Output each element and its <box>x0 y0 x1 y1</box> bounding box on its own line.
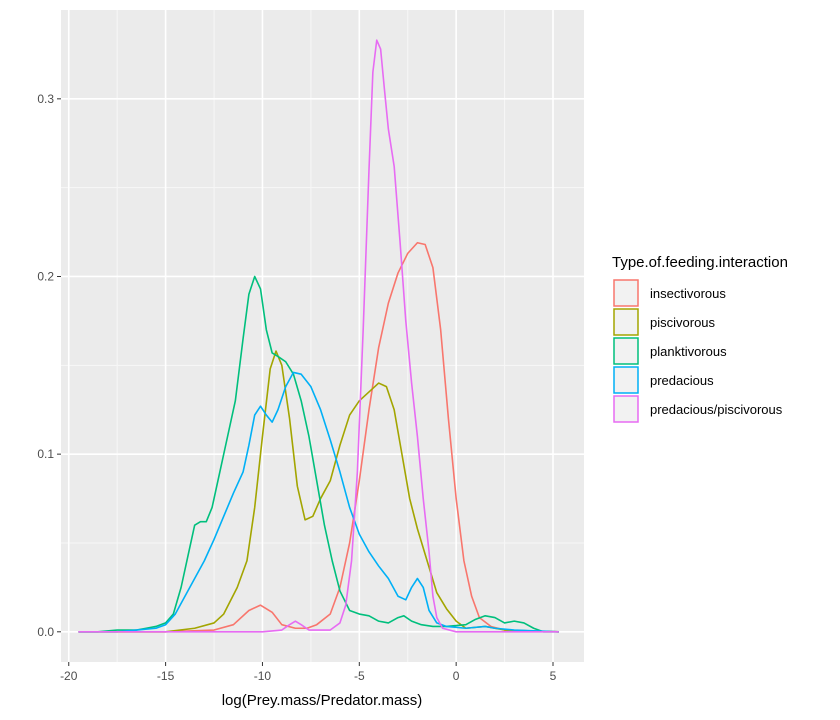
legend-items: insectivorous piscivorous planktivorous pre… <box>613 279 783 423</box>
legend-key <box>613 395 639 423</box>
legend-title: Type.of.feeding.interaction <box>612 254 788 271</box>
series-line-insectivorous <box>78 241 559 633</box>
grid-major <box>61 10 584 662</box>
legend: Type.of.feeding.interaction insectivorou… <box>612 254 788 423</box>
plot-panel <box>61 10 584 662</box>
series-line-predacious <box>78 371 559 633</box>
legend-label: piscivorous <box>650 315 716 330</box>
x-axis-title: log(Prey.mass/Predator.mass) <box>222 692 423 709</box>
x-tick-label: 5 <box>550 669 557 683</box>
y-tick-label: 0.3 <box>37 92 54 106</box>
series-line-predacious-piscivorous <box>78 39 559 633</box>
x-tick-label: -10 <box>254 669 272 683</box>
x-axis: -20 -15 -10 -5 0 5 <box>60 662 557 683</box>
x-tick-label: -15 <box>157 669 175 683</box>
y-axis: 0.0 0.1 0.2 0.3 <box>37 92 61 639</box>
legend-key <box>613 337 639 365</box>
x-tick-label: -5 <box>354 669 365 683</box>
series-line-piscivorous <box>78 350 559 633</box>
grid-minor <box>61 10 584 662</box>
y-tick-label: 0.0 <box>37 625 54 639</box>
legend-key <box>613 366 639 394</box>
legend-key <box>613 308 639 336</box>
x-tick-label: -20 <box>60 669 78 683</box>
series-line-planktivorous <box>78 275 559 633</box>
y-tick-label: 0.2 <box>37 269 54 283</box>
legend-key <box>613 279 639 307</box>
legend-label: planktivorous <box>650 344 727 359</box>
series-layer <box>78 39 559 633</box>
y-tick-label: 0.1 <box>37 447 54 461</box>
legend-label: predacious <box>650 373 714 388</box>
legend-label: predacious/piscivorous <box>650 402 783 417</box>
legend-label: insectivorous <box>650 286 726 301</box>
x-tick-label: 0 <box>453 669 460 683</box>
